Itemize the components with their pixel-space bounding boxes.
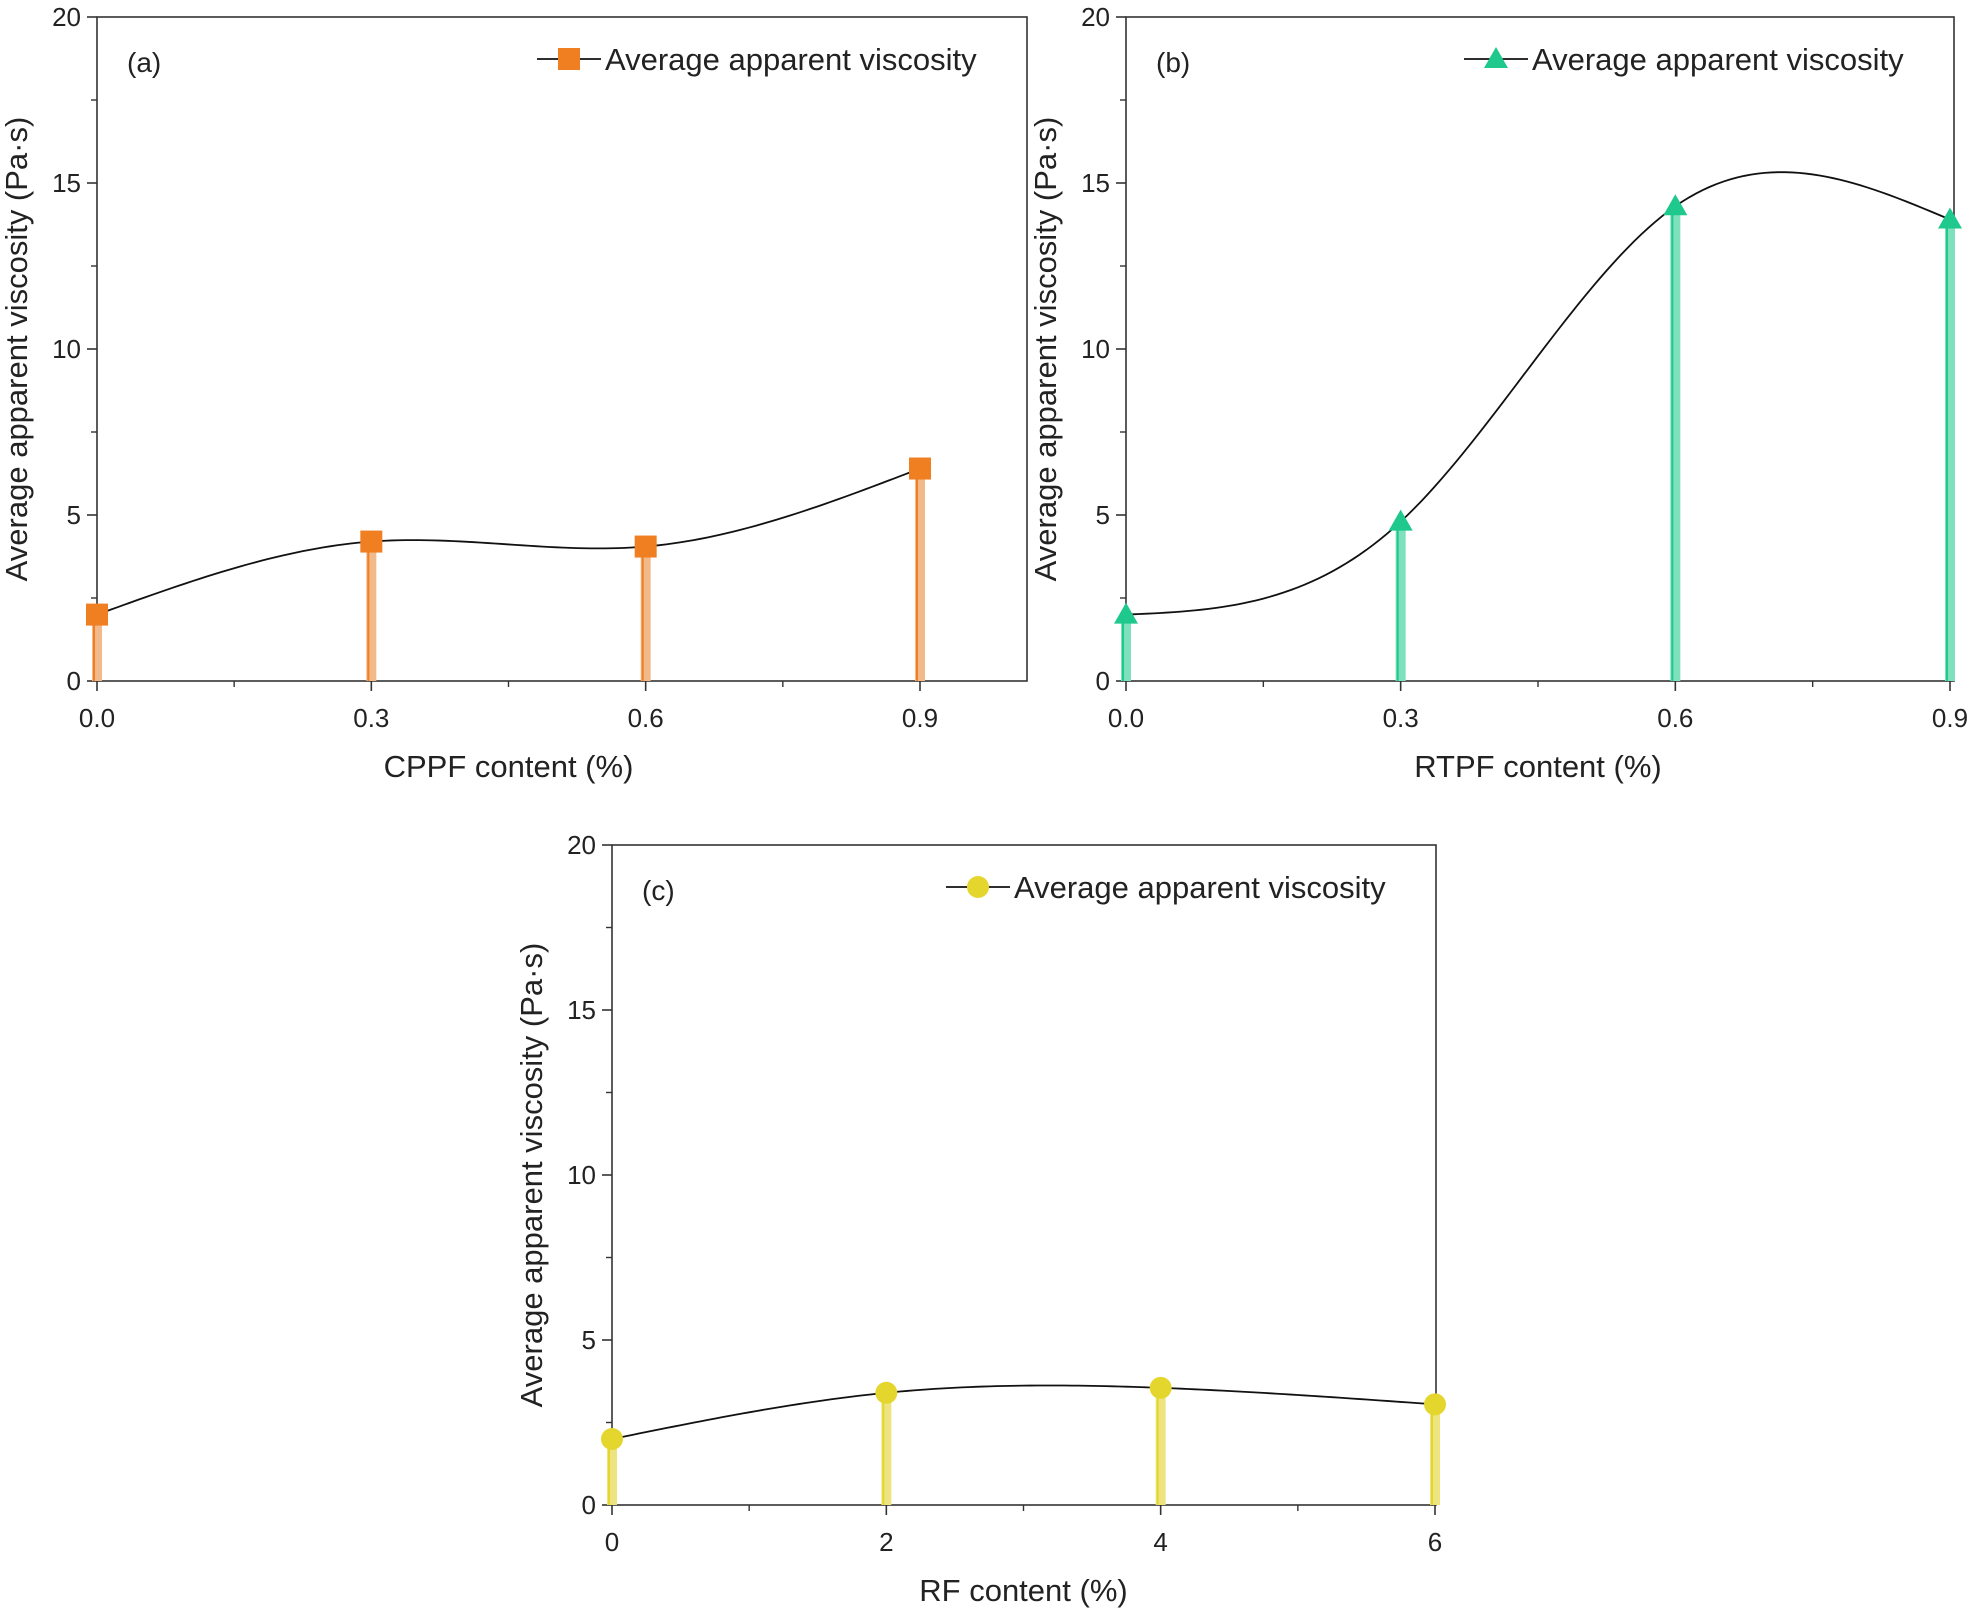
data-point — [1388, 509, 1413, 531]
x-tick-label: 0.9 — [1932, 703, 1968, 733]
data-point — [875, 1381, 898, 1404]
y-tick-label: 20 — [1081, 2, 1110, 32]
data-point — [1149, 1376, 1172, 1399]
y-tick-label: 15 — [567, 995, 596, 1025]
drop-bar — [1670, 206, 1681, 682]
y-tick-label: 10 — [567, 1160, 596, 1190]
panel-label: (b) — [1156, 47, 1190, 78]
x-tick-label: 0.0 — [79, 703, 115, 733]
legend-label: Average apparent viscosity — [1014, 870, 1386, 905]
drop-bar — [640, 546, 651, 681]
data-point — [1114, 602, 1138, 624]
data-point — [601, 1428, 623, 1450]
y-tick-label: 5 — [67, 500, 81, 530]
x-tick-label: 2 — [879, 1527, 893, 1557]
drop-bar — [366, 541, 377, 681]
x-tick-label: 0.3 — [353, 703, 389, 733]
legend: Average apparent viscosity — [946, 870, 1386, 905]
x-tick-label: 4 — [1153, 1527, 1167, 1557]
panel-b: 0 5 10 15 20 0.0 0.3 0.6 0.9 RTPF content (%) Aver… — [1028, 2, 1968, 784]
x-tick-label: 0.6 — [628, 703, 664, 733]
y-axis-title: Average apparent viscosity (Pa·s) — [0, 117, 34, 582]
y-tick-label: 15 — [1081, 168, 1110, 198]
panel-label: (c) — [642, 875, 675, 906]
series-line — [611, 1384, 1436, 1440]
legend-marker — [558, 48, 580, 70]
x-tick-label: 0 — [605, 1527, 619, 1557]
y-tick-label: 20 — [567, 830, 596, 860]
drop-bar — [1155, 1387, 1166, 1505]
panel-a: 0 5 10 15 20 0.0 0.3 0.6 0.9 CPPF content (%) Aver… — [0, 2, 1028, 784]
drop-bar — [92, 614, 102, 681]
data-point — [1663, 194, 1688, 216]
x-tick-label: 0.0 — [1108, 703, 1144, 733]
data-point — [909, 457, 931, 480]
drop-bar — [1430, 1404, 1440, 1505]
plot-frame — [611, 844, 1437, 1506]
legend-label: Average apparent viscosity — [605, 42, 977, 77]
panel-c: 0 5 10 15 20 0 2 4 6 RF content (%) Average appare… — [514, 830, 1446, 1608]
series-line — [96, 467, 921, 616]
y-tick-label: 0 — [1096, 666, 1110, 696]
x-axis-title: RTPF content (%) — [1414, 749, 1662, 784]
x-tick-label: 0.6 — [1657, 703, 1693, 733]
y-tick-label: 0 — [67, 666, 81, 696]
data-point — [1938, 207, 1962, 229]
x-tick-label: 6 — [1428, 1527, 1442, 1557]
data-point — [86, 603, 108, 626]
drop-bar — [915, 468, 925, 681]
panel-label: (a) — [127, 47, 161, 78]
y-tick-label: 10 — [1081, 334, 1110, 364]
plot-frame — [1125, 16, 1955, 682]
series-line — [1125, 171, 1951, 616]
y-tick-label: 0 — [582, 1490, 596, 1520]
legend-label: Average apparent viscosity — [1532, 42, 1904, 77]
legend-marker — [1484, 47, 1508, 68]
y-tick-label: 5 — [582, 1325, 596, 1355]
y-tick-label: 5 — [1096, 500, 1110, 530]
y-axis-title: Average apparent viscosity (Pa·s) — [514, 943, 549, 1408]
data-point — [1424, 1393, 1446, 1416]
data-point — [634, 535, 657, 558]
plot-frame — [96, 16, 1028, 682]
drop-bar — [1945, 219, 1955, 681]
x-axis-title: CPPF content (%) — [384, 749, 634, 784]
legend: Average apparent viscosity — [1464, 42, 1904, 77]
data-point — [360, 530, 383, 553]
legend: Average apparent viscosity — [537, 42, 977, 77]
drop-bar — [881, 1392, 892, 1505]
drop-bar — [1121, 614, 1131, 681]
legend-marker — [967, 876, 989, 898]
x-tick-label: 0.9 — [902, 703, 938, 733]
drop-bar — [1395, 521, 1406, 681]
y-tick-label: 15 — [52, 168, 81, 198]
drop-bar — [607, 1439, 617, 1505]
y-tick-label: 10 — [52, 334, 81, 364]
y-axis-title: Average apparent viscosity (Pa·s) — [1028, 117, 1063, 582]
x-axis-title: RF content (%) — [919, 1573, 1127, 1608]
y-tick-label: 20 — [52, 2, 81, 32]
x-tick-label: 0.3 — [1383, 703, 1419, 733]
